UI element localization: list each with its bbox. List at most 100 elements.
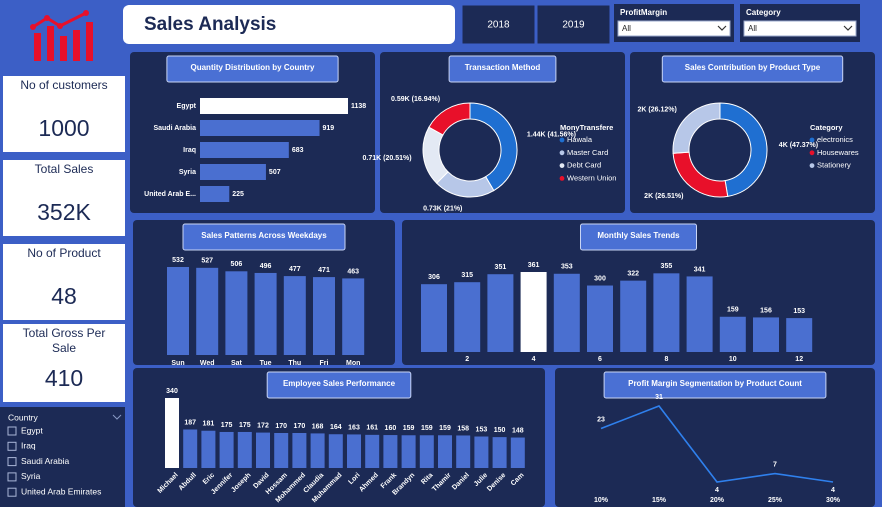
slicer-item[interactable]: United Arab Emirates	[21, 486, 101, 496]
year-label: 2019	[562, 20, 585, 31]
bar	[310, 433, 325, 468]
slicer-checkbox[interactable]	[7, 426, 17, 436]
bar	[200, 164, 266, 180]
value-label: 353	[561, 264, 573, 271]
bar	[200, 186, 230, 202]
bar	[200, 98, 348, 114]
value-label: 148	[512, 427, 524, 434]
chart-title: Sales Patterns Across Weekdays	[201, 231, 327, 240]
x-tick-label: Sat	[231, 360, 243, 367]
value-label: 187	[184, 419, 196, 426]
legend-swatch	[559, 150, 565, 156]
page-title: Sales Analysis	[144, 14, 276, 35]
value-label: 4K (47.37%)	[779, 142, 818, 149]
legend-title: Category	[810, 123, 843, 132]
value-label: 0.71K (20.51%)	[363, 155, 412, 162]
bar	[719, 316, 746, 352]
bar	[456, 435, 471, 468]
value-label: 163	[348, 424, 360, 431]
value-label: 341	[694, 266, 706, 273]
legend-swatch	[809, 163, 815, 169]
chart-title-pill	[448, 55, 557, 83]
kpi-label: Total Gross Per Sale	[23, 326, 106, 355]
bar	[620, 280, 647, 352]
category-label: United Arab E...	[144, 191, 196, 198]
year-button[interactable]	[461, 4, 536, 45]
filter-dropdown[interactable]	[743, 20, 857, 37]
value-label: 172	[257, 422, 269, 429]
value-label: 159	[421, 425, 433, 432]
x-tick-label: 10	[729, 356, 737, 363]
bar	[510, 437, 525, 468]
kpi-card	[3, 324, 125, 402]
value-label: 322	[627, 270, 639, 277]
logo	[30, 10, 93, 61]
slicer-checkbox[interactable]	[7, 441, 17, 451]
slicer-chevron	[112, 414, 122, 420]
value-label: 161	[366, 425, 378, 432]
slicer-item[interactable]: Syria	[21, 471, 41, 481]
value-label: 306	[428, 274, 440, 281]
kpi-label: Total Sales	[35, 162, 94, 176]
slicer-item[interactable]: Egypt	[21, 425, 43, 435]
chart-title: Monthly Sales Trends	[597, 231, 680, 240]
bar	[225, 271, 248, 355]
value-label: 4	[831, 487, 835, 494]
legend-label: Housewares	[817, 148, 859, 157]
bar	[254, 272, 277, 355]
value-label: 7	[773, 461, 777, 468]
x-tick-label: 6	[598, 356, 602, 363]
slicer-checkbox[interactable]	[7, 457, 17, 467]
slicer-panel	[0, 407, 125, 507]
slicer-checkbox[interactable]	[7, 487, 17, 497]
value-label: 1138	[351, 103, 366, 110]
x-tick-label: 30%	[826, 497, 841, 504]
donut-slice	[672, 102, 721, 154]
x-tick-label: 20%	[710, 497, 725, 504]
bar	[421, 284, 447, 352]
slicer-item[interactable]: Iraq	[21, 441, 36, 451]
bar	[553, 273, 580, 352]
x-tick-label: Wed	[200, 360, 215, 367]
kpi-label: No of customers	[20, 78, 107, 92]
year-button[interactable]	[536, 4, 611, 45]
x-tick-label: 10%	[594, 497, 609, 504]
dropdown-chevron	[717, 25, 727, 31]
kpi-value: 410	[45, 365, 83, 391]
value-label: 463	[347, 268, 359, 275]
value-label: 159	[727, 307, 739, 314]
chart-title-pill	[580, 223, 697, 251]
kpi-value: 1000	[38, 115, 89, 141]
legend-swatch	[559, 176, 565, 181]
bar	[201, 430, 216, 468]
legend-swatch	[559, 163, 565, 169]
category-label: Syria	[179, 169, 196, 176]
donut-slice	[719, 102, 768, 197]
value-label: 340	[166, 388, 178, 395]
value-label: 361	[528, 262, 540, 269]
bar	[487, 274, 514, 352]
slicer-item[interactable]: Saudi Arabia	[21, 456, 69, 466]
value-label: 170	[294, 423, 306, 430]
chart-title: Quantity Distribution by Country	[191, 63, 316, 72]
value-label: 527	[201, 258, 213, 265]
bar	[183, 429, 198, 468]
slicer-checkbox[interactable]	[7, 472, 17, 482]
value-label: 506	[231, 261, 243, 268]
bar	[237, 431, 252, 468]
bar	[219, 431, 234, 468]
x-tick-label: 8	[664, 356, 668, 363]
legend-label: Western Union	[567, 173, 616, 182]
value-label: 164	[330, 424, 342, 431]
bar	[313, 277, 335, 355]
chart-title: Profit Margin Segmentation by Product Co…	[628, 379, 802, 388]
value-label: 23	[597, 416, 605, 423]
chart-title: Sales Contribution by Product Type	[685, 63, 821, 72]
bar	[347, 434, 361, 468]
value-label: 159	[403, 425, 415, 432]
filter-dropdown[interactable]	[617, 20, 731, 37]
bar	[256, 432, 270, 468]
value-label: 471	[318, 267, 330, 274]
legend-label: Master Card	[567, 148, 608, 157]
